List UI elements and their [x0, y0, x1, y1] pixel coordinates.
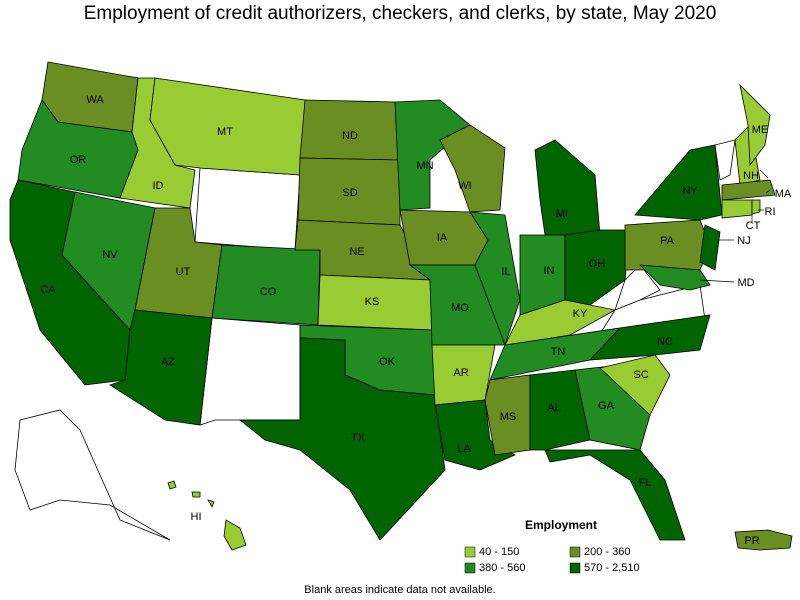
state-blank [714, 139, 736, 181]
legend-title: Employment [525, 518, 597, 532]
title: Employment of credit authorizers, checke… [84, 3, 717, 24]
state-shape [109, 309, 213, 426]
legend-label: 200 - 360 [584, 546, 630, 558]
state-label: AL [547, 402, 560, 414]
state-blank [14, 409, 171, 541]
legend-swatch [569, 546, 581, 558]
state-shape [638, 264, 711, 291]
state-label: NV [102, 249, 118, 261]
state-label: KS [365, 296, 380, 308]
state-label: MT [217, 126, 233, 138]
legend-swatch [464, 562, 476, 574]
state-label: MN [416, 160, 433, 172]
state-blank [194, 167, 301, 251]
state-shape [167, 480, 177, 490]
state-label: NC [657, 336, 673, 348]
state-label: MO [451, 302, 469, 314]
state-shape [721, 199, 753, 219]
footnote: Blank areas indicate data not available. [304, 584, 495, 596]
leader-line [765, 189, 771, 194]
state-shape [191, 491, 201, 498]
state-label: OR [70, 154, 87, 166]
state-shape [207, 499, 215, 508]
state-shape [223, 519, 247, 551]
state-shape [544, 449, 686, 541]
state-label: CA [40, 284, 56, 296]
state-shape [238, 337, 446, 541]
state-label: CT [746, 220, 761, 232]
state-label: FL [639, 477, 652, 489]
state-label: MI [556, 208, 568, 220]
state-label: HI [191, 511, 202, 523]
state-label: AZ [161, 356, 175, 368]
state-label: MD [737, 277, 754, 289]
state-label: CO [260, 286, 277, 298]
states [9, 61, 793, 551]
state-label: IL [501, 266, 510, 278]
state-shape [634, 144, 723, 221]
state-label: TN [551, 346, 566, 358]
state-shape [734, 124, 761, 186]
state-label: ME [752, 124, 769, 136]
state-shape [751, 199, 761, 215]
legend-label: 570 - 2,510 [584, 562, 640, 574]
state-label: AR [453, 367, 468, 379]
state-shape [439, 124, 506, 213]
state-shape [534, 139, 601, 236]
state-shape [721, 179, 776, 201]
legend-swatch [464, 546, 476, 558]
state-label: RI [765, 206, 776, 218]
state-label: MA [775, 188, 792, 200]
state-label: GA [598, 400, 615, 412]
legend: 40 - 150 200 - 360 380 - 560 570 - 2,510 [464, 546, 640, 574]
state-label: KY [573, 308, 588, 320]
state-label: UT [176, 266, 191, 278]
state-shape [734, 529, 793, 551]
state-shape [739, 83, 771, 167]
state-label: ID [153, 180, 164, 192]
state-label: NY [682, 185, 698, 197]
state-label: SD [342, 187, 357, 199]
state-labels: WA OR CA NV ID MT UT CO AZ ND SD NE KS OK TX MN IA MO AR LA… [40, 94, 792, 547]
legend-label: 40 - 150 [479, 546, 519, 558]
state-label: MS [500, 411, 517, 423]
state-shape [599, 354, 671, 416]
state-shape [484, 374, 531, 456]
state-label: LA [457, 443, 471, 455]
leader-line [699, 279, 735, 283]
state-label: WA [86, 94, 104, 106]
state-label: IN [544, 265, 555, 277]
legend-swatch [569, 562, 581, 574]
state-label: OK [379, 356, 396, 368]
state-label: IA [437, 232, 448, 244]
state-shape [699, 224, 721, 271]
state-shape [589, 314, 711, 361]
state-label: PR [744, 535, 759, 547]
state-label: OH [589, 258, 606, 270]
state-label: NH [743, 170, 759, 182]
legend-label: 380 - 560 [479, 562, 525, 574]
state-label: NE [349, 246, 364, 258]
leader-lines [699, 169, 771, 283]
state-label: PA [660, 235, 675, 247]
state-label: SC [633, 369, 648, 381]
state-label: ND [342, 130, 358, 142]
state-label: WI [458, 180, 471, 192]
state-label: TX [351, 432, 366, 444]
state-shape [529, 369, 591, 451]
state-blank [199, 317, 301, 426]
state-label: NJ [737, 235, 750, 247]
leader-line [759, 169, 769, 179]
